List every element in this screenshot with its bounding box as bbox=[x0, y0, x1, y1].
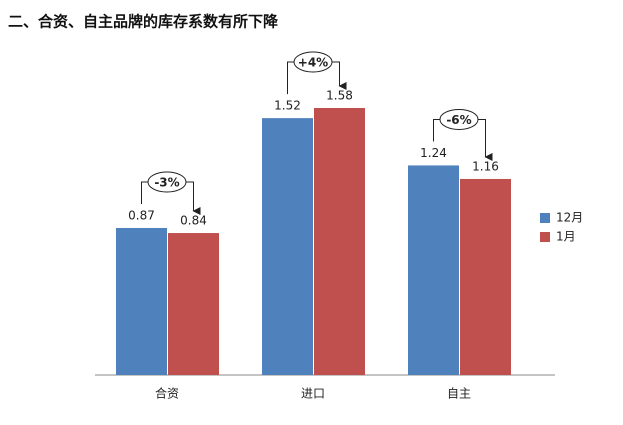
annotation-badge bbox=[147, 171, 187, 193]
bar bbox=[116, 227, 167, 375]
value-label: 0.87 bbox=[128, 208, 155, 222]
legend-label: 12月 bbox=[556, 211, 583, 225]
bar bbox=[168, 233, 219, 375]
value-label: 0.84 bbox=[180, 214, 207, 228]
legend-label: 1月 bbox=[556, 230, 576, 244]
annotation-badge bbox=[439, 108, 479, 130]
value-label: 1.24 bbox=[420, 146, 447, 160]
annotation: +4% bbox=[298, 55, 328, 69]
bar bbox=[460, 178, 511, 375]
legend-swatch bbox=[540, 213, 550, 223]
annotation: -3% bbox=[154, 175, 179, 189]
annotation-badge bbox=[293, 51, 333, 73]
value-label: 1.16 bbox=[472, 159, 499, 173]
bar bbox=[262, 118, 313, 376]
bar bbox=[408, 165, 459, 375]
chart-title: 二、合资、自主品牌的库存系数有所下降 bbox=[8, 13, 279, 31]
annotation: -6% bbox=[446, 113, 471, 127]
x-tick-label: 自主 bbox=[447, 387, 471, 401]
legend-swatch bbox=[540, 232, 550, 242]
bar bbox=[314, 107, 365, 375]
value-label: 1.52 bbox=[274, 99, 301, 113]
x-tick-label: 进口 bbox=[301, 387, 325, 401]
value-label: 1.58 bbox=[326, 88, 353, 102]
x-tick-label: 合资 bbox=[155, 386, 179, 401]
